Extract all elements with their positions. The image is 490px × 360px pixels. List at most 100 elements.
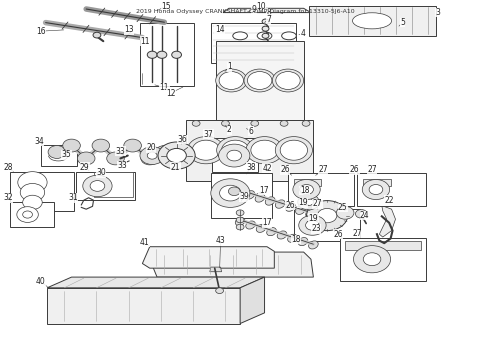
Text: 17: 17 (259, 186, 269, 195)
Ellipse shape (245, 191, 255, 199)
Ellipse shape (277, 231, 287, 239)
Circle shape (300, 185, 314, 194)
Circle shape (262, 19, 269, 24)
Circle shape (77, 152, 95, 165)
Ellipse shape (352, 13, 392, 29)
Text: 32: 32 (3, 193, 13, 202)
Polygon shape (363, 179, 391, 186)
Text: 30: 30 (96, 168, 106, 177)
Circle shape (363, 253, 381, 266)
Polygon shape (379, 206, 395, 237)
Text: 18: 18 (300, 186, 309, 195)
Text: 38: 38 (246, 162, 256, 171)
Circle shape (246, 137, 283, 164)
Text: 7: 7 (266, 14, 271, 23)
Bar (357, 174, 426, 206)
Circle shape (158, 142, 195, 169)
Circle shape (304, 198, 314, 206)
Ellipse shape (233, 32, 247, 40)
Text: 36: 36 (177, 135, 187, 144)
Circle shape (216, 288, 223, 293)
Text: 17: 17 (262, 218, 272, 227)
Circle shape (192, 121, 200, 126)
Text: 18: 18 (292, 235, 301, 244)
Text: 39: 39 (239, 192, 249, 201)
Text: 37: 37 (203, 130, 213, 139)
Circle shape (216, 69, 247, 92)
Circle shape (272, 69, 304, 92)
Circle shape (236, 217, 244, 223)
Circle shape (140, 147, 164, 165)
Text: 22: 22 (384, 196, 394, 205)
Circle shape (92, 139, 110, 152)
Circle shape (187, 137, 224, 164)
Circle shape (219, 72, 244, 89)
Circle shape (362, 180, 390, 199)
Ellipse shape (306, 209, 316, 217)
Bar (41, 145, 77, 166)
Circle shape (276, 72, 300, 89)
Text: 1: 1 (227, 62, 232, 71)
Text: 26: 26 (285, 201, 295, 210)
Text: 10: 10 (256, 2, 266, 11)
Text: 13: 13 (124, 25, 133, 34)
Text: 8: 8 (266, 8, 271, 17)
Text: 33: 33 (116, 147, 125, 156)
Circle shape (228, 187, 240, 195)
Text: 5: 5 (400, 18, 405, 27)
Text: 29: 29 (80, 162, 90, 171)
Ellipse shape (295, 206, 305, 215)
Circle shape (211, 179, 250, 207)
Bar (10, 202, 54, 227)
Circle shape (17, 207, 38, 222)
Circle shape (23, 195, 42, 210)
Circle shape (220, 185, 241, 201)
Text: 24: 24 (360, 211, 369, 220)
Circle shape (90, 181, 105, 191)
Circle shape (23, 211, 32, 218)
Circle shape (221, 140, 249, 160)
Text: 27: 27 (313, 199, 322, 208)
Circle shape (93, 32, 101, 38)
Polygon shape (150, 252, 314, 277)
Text: 11: 11 (160, 83, 169, 92)
Circle shape (63, 139, 80, 152)
Text: 11: 11 (140, 37, 149, 46)
Circle shape (369, 185, 383, 194)
Circle shape (244, 69, 275, 92)
Text: 35: 35 (62, 150, 72, 159)
Circle shape (48, 145, 66, 158)
Text: 27: 27 (367, 165, 377, 174)
Text: 41: 41 (140, 238, 149, 247)
Bar (211, 23, 296, 63)
Circle shape (107, 152, 124, 165)
Ellipse shape (316, 212, 326, 221)
Text: 28: 28 (3, 162, 13, 171)
Ellipse shape (267, 228, 276, 236)
Text: 19: 19 (298, 198, 307, 207)
Ellipse shape (275, 200, 285, 208)
Circle shape (141, 152, 159, 165)
Circle shape (236, 210, 244, 216)
Text: 21: 21 (171, 162, 180, 171)
Text: 20: 20 (147, 143, 156, 152)
Polygon shape (47, 277, 265, 288)
Circle shape (167, 148, 186, 163)
Ellipse shape (298, 238, 308, 246)
Text: 2: 2 (227, 125, 232, 134)
Bar (212, 138, 258, 172)
Ellipse shape (265, 197, 275, 205)
Polygon shape (186, 120, 314, 181)
Circle shape (219, 144, 250, 167)
Ellipse shape (255, 194, 265, 202)
Polygon shape (223, 8, 311, 13)
Polygon shape (47, 288, 240, 324)
Text: 33: 33 (117, 161, 127, 170)
Circle shape (192, 140, 220, 160)
Ellipse shape (282, 32, 296, 40)
Circle shape (307, 201, 347, 231)
Circle shape (302, 121, 310, 126)
Text: 34: 34 (34, 137, 44, 146)
Circle shape (83, 175, 112, 197)
Circle shape (247, 72, 272, 89)
